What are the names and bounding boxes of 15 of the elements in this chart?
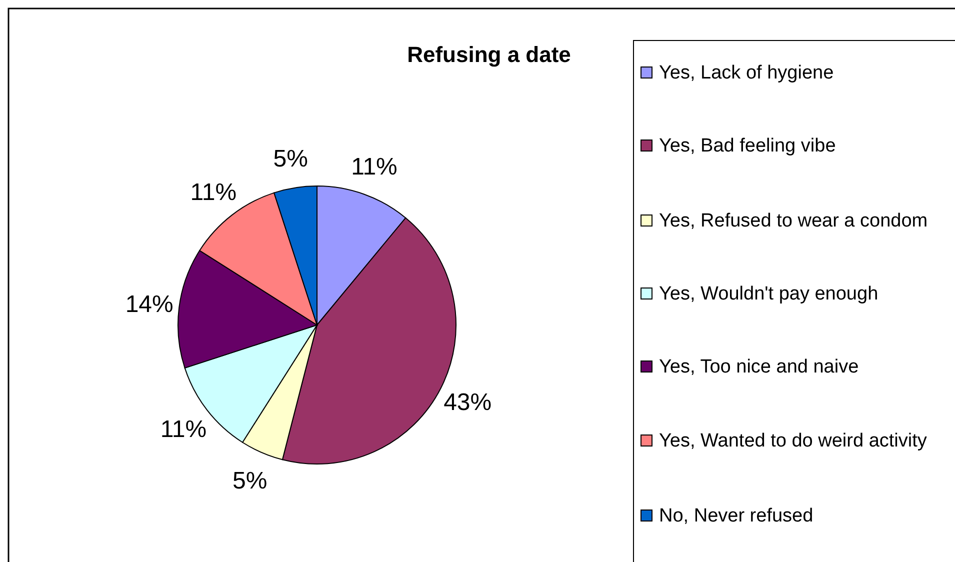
data-label: 14% xyxy=(125,291,174,318)
data-label: 5% xyxy=(232,468,268,494)
legend-label: Yes, Wanted to do weird activity xyxy=(659,430,928,452)
data-label: 43% xyxy=(444,389,492,416)
legend-label: Yes, Refused to wear a condom xyxy=(659,210,928,232)
legend-label: Yes, Wouldn't pay enough xyxy=(659,284,878,305)
data-label: 11% xyxy=(351,153,398,180)
legend-label: Yes, Bad feeling vibe xyxy=(659,136,836,157)
legend-label: Yes, Too nice and naive xyxy=(659,356,859,378)
chart-title: Refusing a date xyxy=(407,42,571,67)
data-label: 11% xyxy=(190,178,237,206)
data-label: 11% xyxy=(160,416,207,443)
legend-label: Yes, Lack of hygiene xyxy=(659,62,834,84)
data-label: 5% xyxy=(273,145,308,172)
legend-label: No, Never refused xyxy=(659,506,814,527)
